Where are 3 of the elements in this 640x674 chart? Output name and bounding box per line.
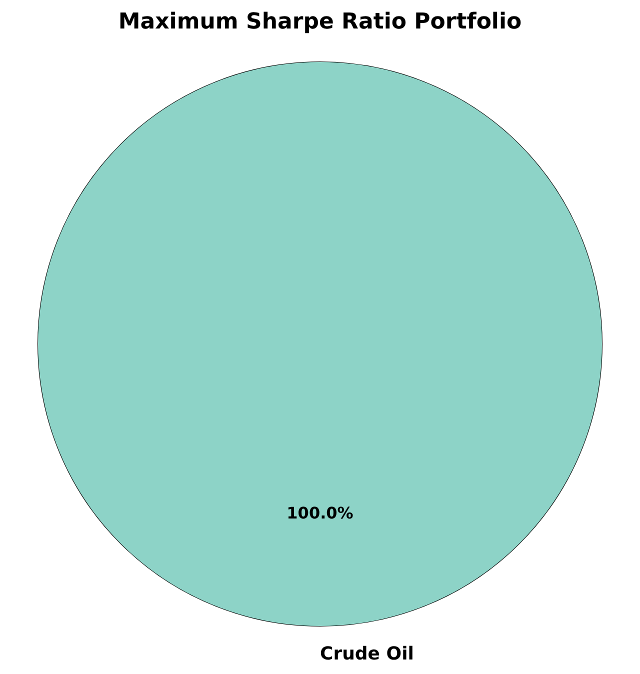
data-label: 100.0% [286,504,354,523]
slice-label: Crude Oil [320,644,414,665]
chart-title: Maximum Sharpe Ratio Portfolio [118,10,522,34]
